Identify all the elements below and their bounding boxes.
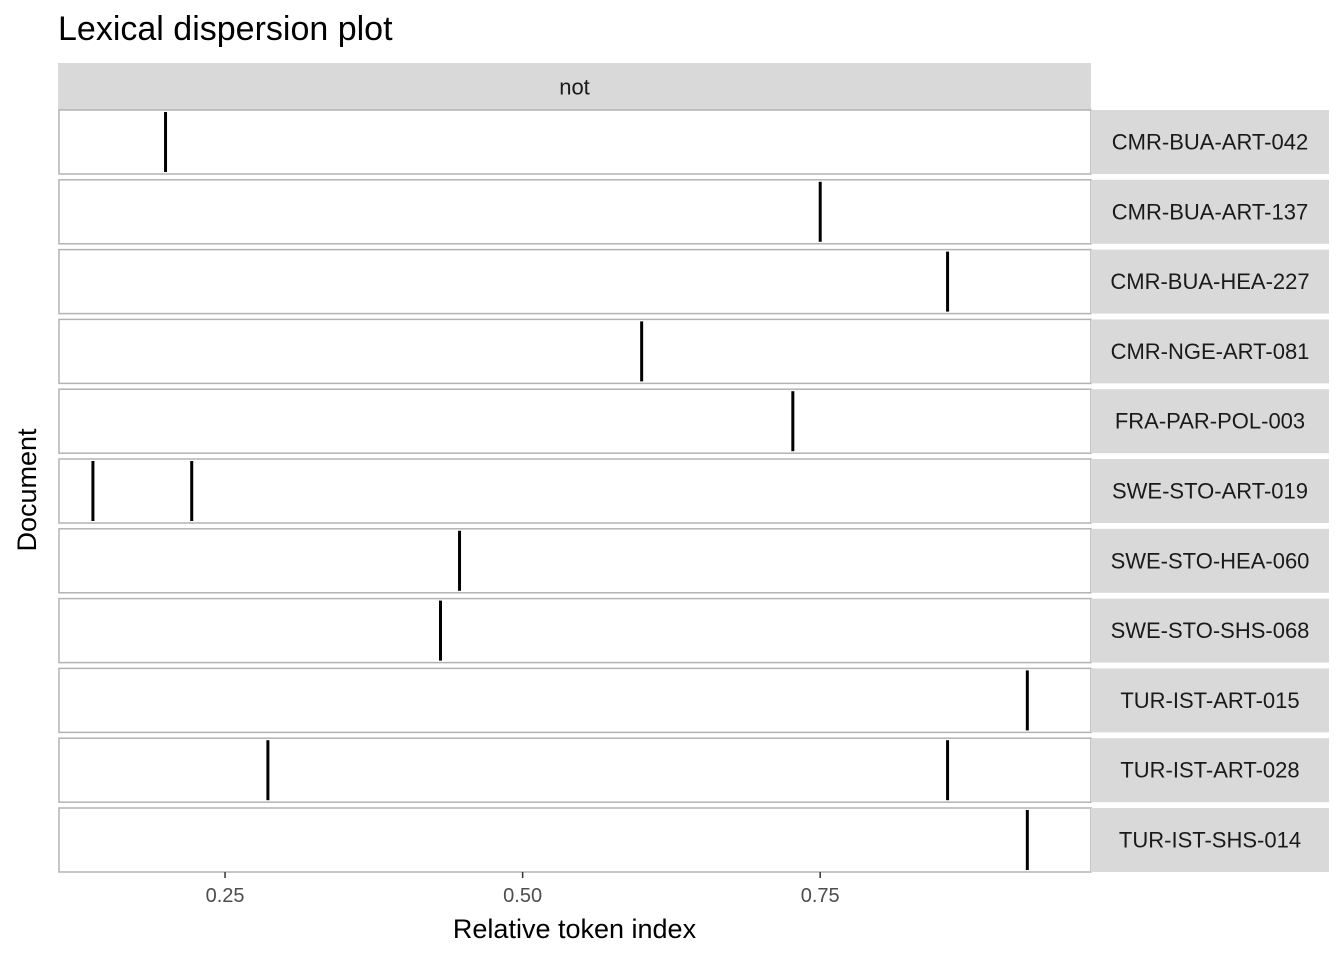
dispersion-marks xyxy=(91,112,1029,870)
facet-strip-cmr-bua-art-137 xyxy=(1091,179,1329,244)
facet-strip-swe-sto-hea-060 xyxy=(1091,528,1329,593)
x-tick-label: 0.25 xyxy=(206,885,245,907)
facet-strip-tur-ist-art-015 xyxy=(1091,668,1329,733)
document-label: CMR-BUA-HEA-227 xyxy=(1110,269,1309,294)
x-tick-label: 0.50 xyxy=(503,885,542,907)
document-label: CMR-NGE-ART-081 xyxy=(1111,339,1310,364)
panel-swe-sto-shs-068 xyxy=(58,597,1092,664)
facet-strip-cmr-bua-hea-227 xyxy=(1091,249,1329,314)
panel-cmr-nge-art-081 xyxy=(58,318,1092,385)
document-label: SWE-STO-SHS-068 xyxy=(1111,618,1310,643)
panel-fra-par-pol-003 xyxy=(58,388,1092,454)
document-label: FRA-PAR-POL-003 xyxy=(1115,409,1305,434)
document-label: TUR-IST-SHS-014 xyxy=(1119,828,1301,853)
document-label: CMR-BUA-ART-042 xyxy=(1112,130,1308,155)
facet-strip-label: not xyxy=(559,75,590,100)
facet-strip-swe-sto-art-019 xyxy=(1091,459,1329,523)
document-rows: CMR-BUA-ART-042 CMR-BUA-ART-137 CMR-BUA-HE… xyxy=(58,109,1329,873)
x-axis: 0.25 0.50 0.75 xyxy=(206,872,840,907)
panel-cmr-bua-hea-227 xyxy=(58,248,1092,315)
panel-tur-ist-art-028 xyxy=(58,737,1092,803)
panel-tur-ist-shs-014 xyxy=(58,807,1092,873)
panel-cmr-bua-art-137 xyxy=(58,179,1092,245)
panel-cmr-bua-art-042 xyxy=(58,109,1092,175)
facet-strip-swe-sto-shs-068 xyxy=(1091,598,1329,663)
facet-strip-cmr-bua-art-042 xyxy=(1091,110,1329,174)
facet-strip xyxy=(58,63,1091,110)
facet-strip-tur-ist-shs-014 xyxy=(1091,808,1329,872)
facet-strip-tur-ist-art-028 xyxy=(1091,738,1329,803)
panel-tur-ist-art-015 xyxy=(58,667,1092,734)
document-label: TUR-IST-ART-028 xyxy=(1120,758,1299,783)
document-label: SWE-STO-ART-019 xyxy=(1112,479,1308,504)
x-axis-title: Relative token index xyxy=(453,914,697,944)
document-label: SWE-STO-HEA-060 xyxy=(1111,548,1310,573)
y-axis-title: Document xyxy=(12,428,42,552)
document-label: CMR-BUA-ART-137 xyxy=(1112,199,1308,224)
document-label: TUR-IST-ART-015 xyxy=(1120,688,1299,713)
facet-strip-cmr-nge-art-081 xyxy=(1091,319,1329,384)
x-tick-label: 0.75 xyxy=(801,885,840,907)
chart-title: Lexical dispersion plot xyxy=(58,10,393,48)
facet-strip-fra-par-pol-003 xyxy=(1091,389,1329,454)
panel-swe-sto-art-019 xyxy=(58,458,1092,524)
panel-swe-sto-hea-060 xyxy=(58,528,1092,594)
